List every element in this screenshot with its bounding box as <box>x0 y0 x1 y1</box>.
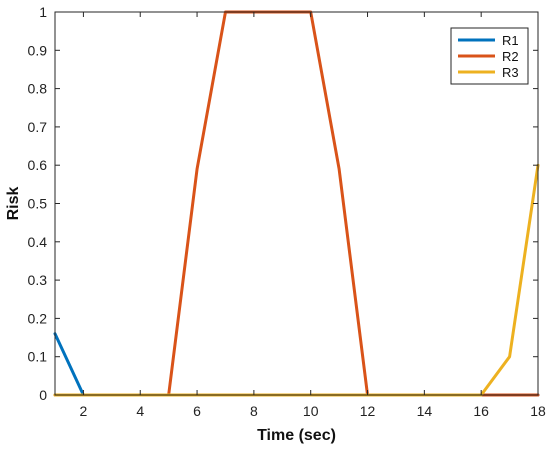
x-tick-label: 14 <box>417 403 433 419</box>
y-tick-label: 0.1 <box>28 349 48 365</box>
x-tick-label: 6 <box>193 403 201 419</box>
y-tick-label: 0.4 <box>28 234 48 250</box>
x-tick-label: 2 <box>80 403 88 419</box>
x-axis-ticks: 2 4 6 8 10 12 14 16 18 <box>80 12 546 419</box>
y-axis-ticks: 0 0.1 0.2 0.3 0.4 0.5 0.6 0.7 0.8 0.9 1 <box>28 4 538 403</box>
y-tick-label: 0.6 <box>28 157 48 173</box>
y-tick-label: 0.3 <box>28 272 48 288</box>
y-axis-label: Risk <box>5 187 22 221</box>
y-tick-label: 0.7 <box>28 119 48 135</box>
x-axis-label: Time (sec) <box>257 427 336 444</box>
legend: R1 R2 R3 <box>450 27 529 85</box>
legend-label-r3: R3 <box>502 65 519 80</box>
legend-label-r1: R1 <box>502 33 519 48</box>
legend-label-r2: R2 <box>502 49 519 64</box>
y-tick-label: 0.8 <box>28 81 48 97</box>
x-tick-label: 10 <box>303 403 319 419</box>
y-tick-label: 0.5 <box>28 196 48 212</box>
y-tick-label: 0 <box>39 387 47 403</box>
x-tick-label: 8 <box>250 403 258 419</box>
y-tick-label: 1 <box>39 4 47 20</box>
x-tick-label: 16 <box>473 403 489 419</box>
x-tick-label: 12 <box>360 403 376 419</box>
y-tick-label: 0.9 <box>28 42 48 58</box>
y-tick-label: 0.2 <box>28 310 48 326</box>
x-tick-label: 4 <box>136 403 144 419</box>
x-tick-label: 18 <box>530 403 546 419</box>
